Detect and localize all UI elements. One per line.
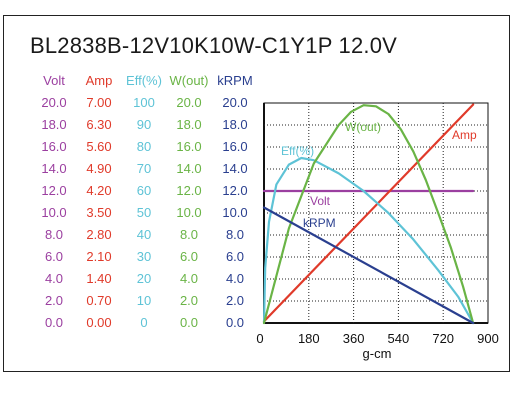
wout-tick-label: 16.0 [176, 139, 201, 154]
x-tick-label: 360 [343, 331, 365, 346]
eff-tick-label: 90 [137, 117, 151, 132]
x-tick-label: 0 [256, 331, 263, 346]
wout-tick-label: 18.0 [176, 117, 201, 132]
volt-tick-label: 0.0 [45, 315, 63, 330]
krpm-tick-label: 14.0 [222, 161, 247, 176]
amp-tick-label: 1.40 [86, 271, 111, 286]
eff-tick-label: 70 [137, 161, 151, 176]
annotation-krpm: kRPM [303, 216, 336, 230]
amp-tick-label: 5.60 [86, 139, 111, 154]
eff-tick-label: 50 [137, 205, 151, 220]
amp-tick-label: 2.80 [86, 227, 111, 242]
krpm-tick-label: 6.0 [226, 249, 244, 264]
amp-tick-label: 7.00 [86, 95, 111, 110]
x-axis-label: g-cm [363, 346, 392, 361]
amp-tick-label: 4.90 [86, 161, 111, 176]
krpm-tick-label: 2.0 [226, 293, 244, 308]
amp-tick-label: 0.00 [86, 315, 111, 330]
header-wout: W(out) [170, 73, 209, 88]
krpm-tick-label: 18.0 [222, 117, 247, 132]
amp-tick-label: 0.70 [86, 293, 111, 308]
header-eff: Eff(%) [126, 73, 162, 88]
series-annotations: W(out) Amp Eff(%) Volt kRPM [281, 120, 477, 230]
wout-tick-label: 14.0 [176, 161, 201, 176]
series-line-amp [262, 103, 475, 323]
series-line-eff [262, 156, 475, 325]
x-tick-label: 540 [388, 331, 410, 346]
x-tick-label: 180 [298, 331, 320, 346]
chart-title: BL2838B-12V10K10W-C1Y1P 12.0V [30, 33, 398, 58]
series-line-wout [262, 104, 475, 325]
wout-tick-label: 2.0 [180, 293, 198, 308]
krpm-tick-label: 8.0 [226, 227, 244, 242]
volt-tick-label: 14.0 [41, 161, 66, 176]
scale-columns: 20.0 18.0 16.0 14.0 12.0 10.0 8.0 6.0 4.0 2.0 0.0 7… [41, 95, 247, 330]
wout-tick-label: 8.0 [180, 227, 198, 242]
x-tick-label: 900 [477, 331, 499, 346]
volt-tick-label: 18.0 [41, 117, 66, 132]
eff-tick-label: 80 [137, 139, 151, 154]
annotation-eff: Eff(%) [281, 144, 314, 158]
volt-tick-label: 16.0 [41, 139, 66, 154]
amp-tick-label: 3.50 [86, 205, 111, 220]
annotation-volt: Volt [310, 194, 331, 208]
volt-tick-label: 10.0 [41, 205, 66, 220]
volt-tick-label: 6.0 [45, 249, 63, 264]
eff-tick-label: 40 [137, 227, 151, 242]
eff-tick-label: 0 [140, 315, 147, 330]
krpm-tick-label: 10.0 [222, 205, 247, 220]
eff-tick-label: 10 [137, 293, 151, 308]
krpm-tick-label: 4.0 [226, 271, 244, 286]
amp-tick-label: 4.20 [86, 183, 111, 198]
wout-tick-label: 0.0 [180, 315, 198, 330]
krpm-tick-label: 20.0 [222, 95, 247, 110]
chart-frame [3, 15, 510, 372]
annotation-amp: Amp [452, 128, 477, 142]
eff-tick-label: 20 [137, 271, 151, 286]
annotation-wout: W(out) [345, 120, 381, 134]
wout-tick-label: 4.0 [180, 271, 198, 286]
volt-tick-label: 8.0 [45, 227, 63, 242]
eff-tick-label: 100 [133, 95, 155, 110]
x-tick-label: 720 [432, 331, 454, 346]
amp-tick-label: 6.30 [86, 117, 111, 132]
header-amp: Amp [86, 73, 113, 88]
volt-tick-label: 4.0 [45, 271, 63, 286]
krpm-tick-label: 12.0 [222, 183, 247, 198]
column-headers: Volt Amp Eff(%) W(out) kRPM [43, 73, 253, 88]
wout-tick-label: 12.0 [176, 183, 201, 198]
krpm-tick-label: 0.0 [226, 315, 244, 330]
wout-tick-label: 20.0 [176, 95, 201, 110]
volt-tick-label: 20.0 [41, 95, 66, 110]
amp-tick-label: 2.10 [86, 249, 111, 264]
eff-tick-label: 30 [137, 249, 151, 264]
wout-tick-label: 10.0 [176, 205, 201, 220]
eff-tick-label: 60 [137, 183, 151, 198]
series-line-krpm [262, 206, 475, 325]
wout-tick-label: 6.0 [180, 249, 198, 264]
volt-tick-label: 2.0 [45, 293, 63, 308]
header-krpm: kRPM [217, 73, 252, 88]
series-lines [262, 103, 475, 325]
volt-tick-label: 12.0 [41, 183, 66, 198]
header-volt: Volt [43, 73, 65, 88]
x-axis-ticks: 0 180 360 540 720 900 [256, 331, 498, 346]
krpm-tick-label: 16.0 [222, 139, 247, 154]
